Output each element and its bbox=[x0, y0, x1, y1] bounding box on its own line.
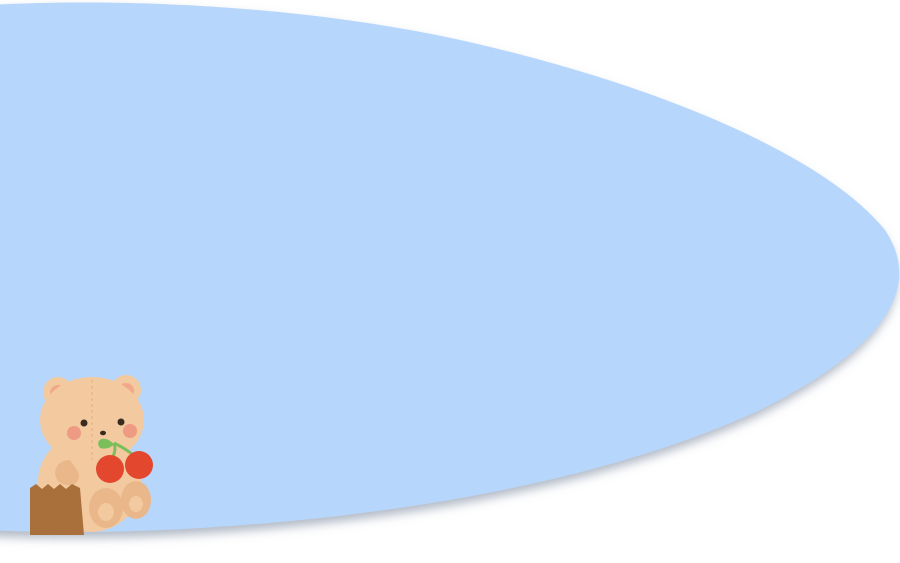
cherry-right bbox=[125, 451, 153, 479]
teddy-bear-holding-cherries-icon bbox=[30, 375, 153, 535]
bear-left-eye bbox=[80, 419, 88, 427]
bear-left-cheek bbox=[67, 426, 81, 440]
cherry-leaf bbox=[98, 438, 114, 449]
bear-head bbox=[40, 377, 144, 463]
bear-right-cheek bbox=[123, 424, 137, 438]
bear-nose bbox=[100, 430, 106, 436]
cherry-left bbox=[96, 455, 124, 483]
bear-right-eye bbox=[117, 418, 125, 426]
paper-bag-icon bbox=[30, 484, 84, 535]
